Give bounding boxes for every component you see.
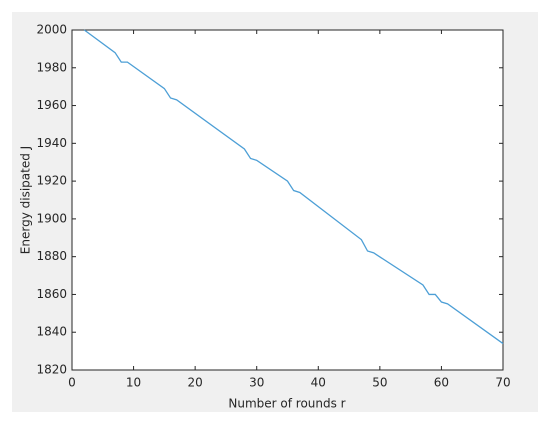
y-tick-label: 1880	[36, 249, 67, 263]
plot-area	[71, 29, 504, 371]
y-tick-label: 1960	[36, 98, 67, 112]
y-tick-label: 2000	[36, 23, 67, 37]
x-tick-label: 50	[372, 376, 387, 390]
x-tick-label: 20	[188, 376, 203, 390]
y-tick-label: 1820	[36, 363, 67, 377]
y-tick-label: 1920	[36, 174, 67, 188]
x-tick-label: 70	[495, 376, 510, 390]
y-axis-label: Energy disipated J	[19, 146, 33, 254]
x-axis-label: Number of rounds r	[228, 397, 345, 411]
data-line	[83, 29, 504, 345]
x-tick-label: 60	[434, 376, 449, 390]
y-tick-label: 1900	[36, 211, 67, 225]
x-tick-label: 30	[249, 376, 264, 390]
x-tick-label: 0	[68, 376, 76, 390]
y-tick-label: 1840	[36, 325, 67, 339]
y-tick-label: 1940	[36, 136, 67, 150]
x-tick-label: 10	[126, 376, 141, 390]
x-tick-label: 40	[311, 376, 326, 390]
y-tick-label: 1980	[36, 60, 67, 74]
y-tick-label: 1860	[36, 287, 67, 301]
